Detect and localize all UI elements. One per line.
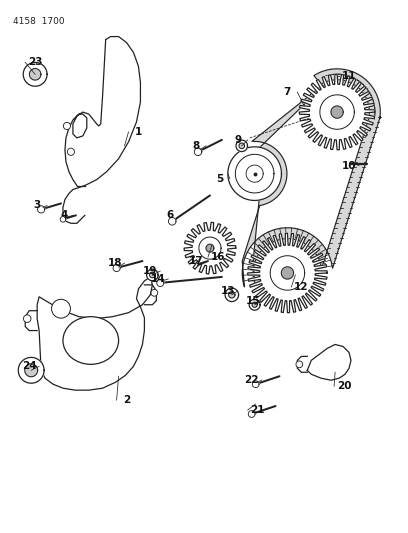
Text: 15: 15 bbox=[246, 296, 260, 306]
Polygon shape bbox=[225, 288, 239, 302]
Text: 1: 1 bbox=[135, 127, 142, 137]
Polygon shape bbox=[236, 140, 248, 151]
Polygon shape bbox=[248, 233, 327, 313]
Polygon shape bbox=[239, 143, 244, 149]
Text: 17: 17 bbox=[189, 256, 203, 266]
Polygon shape bbox=[331, 106, 343, 118]
Text: 12: 12 bbox=[294, 282, 308, 292]
Text: 13: 13 bbox=[221, 286, 235, 296]
Text: 9: 9 bbox=[234, 135, 241, 145]
Text: 22: 22 bbox=[244, 375, 259, 385]
Polygon shape bbox=[194, 148, 202, 156]
Text: 6: 6 bbox=[166, 211, 174, 220]
Text: 4: 4 bbox=[60, 211, 68, 220]
Polygon shape bbox=[246, 165, 263, 182]
Text: 19: 19 bbox=[143, 266, 157, 276]
Polygon shape bbox=[252, 302, 257, 308]
Text: 10: 10 bbox=[342, 160, 356, 171]
Circle shape bbox=[23, 315, 31, 322]
Polygon shape bbox=[235, 155, 274, 193]
Text: 8: 8 bbox=[193, 141, 200, 151]
Circle shape bbox=[151, 289, 158, 296]
Circle shape bbox=[51, 299, 71, 318]
Polygon shape bbox=[252, 381, 259, 387]
Polygon shape bbox=[199, 237, 221, 259]
Polygon shape bbox=[29, 69, 41, 80]
Text: 11: 11 bbox=[342, 71, 356, 82]
Polygon shape bbox=[18, 358, 44, 383]
Text: 21: 21 bbox=[251, 405, 265, 415]
Text: 3: 3 bbox=[33, 200, 41, 211]
Text: 16: 16 bbox=[211, 252, 225, 262]
Text: 7: 7 bbox=[284, 87, 291, 97]
Polygon shape bbox=[249, 299, 260, 310]
Polygon shape bbox=[150, 272, 155, 278]
Text: 5: 5 bbox=[216, 174, 224, 183]
Polygon shape bbox=[169, 217, 176, 225]
Text: 20: 20 bbox=[337, 381, 351, 391]
Polygon shape bbox=[157, 279, 164, 286]
Polygon shape bbox=[299, 74, 375, 150]
Polygon shape bbox=[113, 264, 120, 272]
Ellipse shape bbox=[63, 317, 119, 365]
Circle shape bbox=[67, 148, 75, 155]
Polygon shape bbox=[25, 364, 38, 377]
Polygon shape bbox=[281, 267, 293, 279]
Polygon shape bbox=[242, 69, 380, 287]
Polygon shape bbox=[228, 147, 282, 200]
Circle shape bbox=[296, 361, 303, 368]
Polygon shape bbox=[228, 292, 235, 298]
Polygon shape bbox=[60, 216, 66, 222]
Polygon shape bbox=[146, 269, 158, 281]
Polygon shape bbox=[248, 410, 255, 417]
Text: 24: 24 bbox=[22, 361, 36, 372]
Polygon shape bbox=[38, 206, 45, 213]
Text: 23: 23 bbox=[28, 58, 42, 67]
Polygon shape bbox=[23, 62, 47, 86]
Text: 4158  1700: 4158 1700 bbox=[13, 17, 65, 26]
Polygon shape bbox=[184, 222, 236, 274]
Polygon shape bbox=[37, 277, 152, 390]
Polygon shape bbox=[307, 344, 351, 380]
Polygon shape bbox=[270, 256, 305, 290]
Text: 14: 14 bbox=[151, 274, 166, 284]
Circle shape bbox=[63, 123, 71, 130]
Polygon shape bbox=[320, 95, 354, 130]
Text: 2: 2 bbox=[123, 395, 130, 405]
Text: 18: 18 bbox=[107, 258, 122, 268]
Polygon shape bbox=[206, 244, 214, 252]
